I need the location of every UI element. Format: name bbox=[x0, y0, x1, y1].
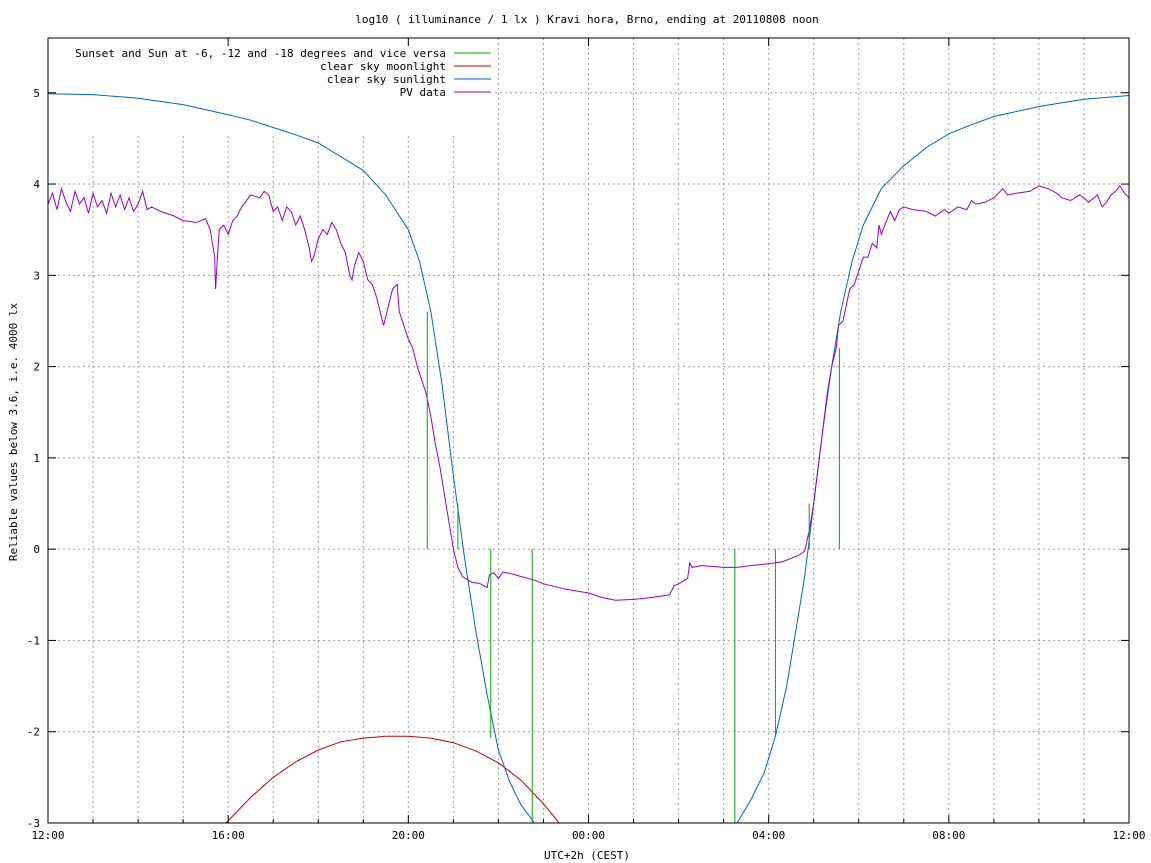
plot-frame bbox=[47, 37, 1130, 824]
plot-series bbox=[48, 93, 1129, 823]
y-tick-label: -3 bbox=[27, 817, 40, 830]
y-tick-label: 0 bbox=[33, 543, 40, 556]
y-tick-label: 4 bbox=[33, 178, 40, 191]
x-tick-label: 12:00 bbox=[31, 829, 64, 842]
legend-label: Sunset and Sun at -6, -12 and -18 degree… bbox=[75, 47, 446, 60]
x-tick-label: 00:00 bbox=[572, 829, 605, 842]
legend-label: clear sky moonlight bbox=[320, 60, 446, 73]
x-tick-label: 08:00 bbox=[932, 829, 965, 842]
legend-label: clear sky sunlight bbox=[327, 73, 446, 86]
grid bbox=[48, 38, 1129, 823]
y-tick-label: 5 bbox=[33, 87, 40, 100]
clear-sky-moonlight-line bbox=[225, 735, 560, 823]
x-tick-label: 04:00 bbox=[752, 829, 785, 842]
axes: 12:00 16:00 20:00 00:00 04:00 08:00 12:00-3-2-… bbox=[27, 38, 1146, 842]
chart-title: log10 ( illuminance / 1 lx ) Kravi hora,… bbox=[355, 13, 819, 26]
y-tick-label: 2 bbox=[33, 361, 40, 374]
y-axis-label: Reliable values below 3.6, i.e. 4000 lx bbox=[7, 302, 20, 561]
x-axis-label: UTC+2h (CEST) bbox=[544, 849, 630, 862]
legend-label: PV data bbox=[400, 86, 446, 99]
legend: Sunset and Sun at -6, -12 and -18 degree… bbox=[75, 47, 491, 99]
y-tick-label: -2 bbox=[27, 726, 40, 739]
clear-sky-sunlight-line bbox=[48, 93, 1129, 823]
x-tick-label: 20:00 bbox=[392, 829, 425, 842]
y-tick-label: 1 bbox=[33, 452, 40, 465]
y-tick-label: 3 bbox=[33, 269, 40, 282]
x-tick-label: 12:00 bbox=[1112, 829, 1145, 842]
pv-data-line bbox=[48, 185, 1129, 601]
x-tick-label: 16:00 bbox=[212, 829, 245, 842]
y-tick-label: -1 bbox=[27, 634, 40, 647]
